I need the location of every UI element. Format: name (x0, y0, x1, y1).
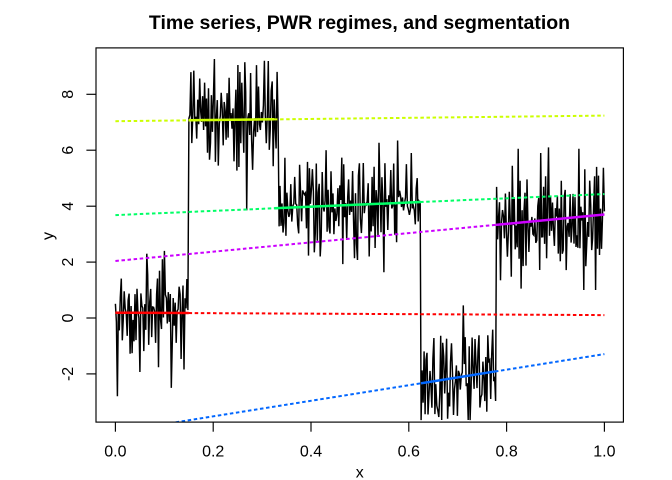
svg-text:0.0: 0.0 (104, 444, 126, 461)
svg-text:8: 8 (60, 90, 77, 99)
svg-text:Time series, PWR regimes, and: Time series, PWR regimes, and segmentati… (149, 12, 570, 34)
svg-text:x: x (356, 464, 364, 480)
svg-text:-2: -2 (60, 367, 77, 381)
svg-text:0: 0 (60, 313, 77, 322)
svg-text:0.4: 0.4 (300, 444, 322, 461)
svg-text:2: 2 (60, 258, 77, 267)
svg-text:0.8: 0.8 (495, 444, 517, 461)
svg-text:0.2: 0.2 (202, 444, 224, 461)
svg-text:6: 6 (60, 146, 77, 155)
svg-text:0.6: 0.6 (398, 444, 420, 461)
svg-text:1.0: 1.0 (593, 444, 615, 461)
svg-text:4: 4 (60, 202, 77, 211)
svg-text:y: y (40, 232, 57, 240)
